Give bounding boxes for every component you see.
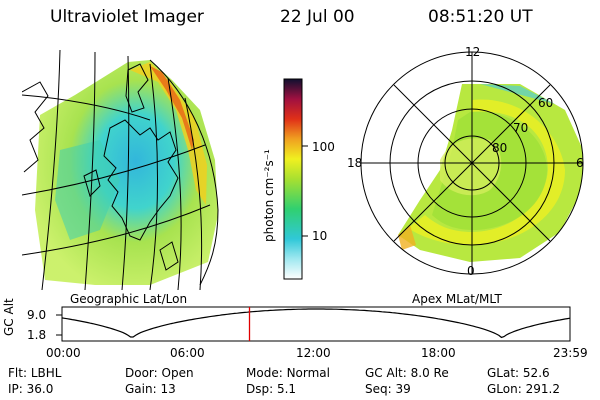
orbit-plot: [56, 306, 571, 342]
colorbar: [283, 78, 303, 280]
time-label: 08:51:20 UT: [428, 7, 533, 27]
footer-field-gc-alt: GC Alt: 8.0 Re: [365, 366, 449, 380]
app-title: Ultraviolet Imager: [50, 7, 204, 27]
mlt-label-12: 12: [465, 45, 481, 59]
orbit-ytick-bottom: 1.8: [27, 328, 47, 342]
footer-field-dsp: Dsp: 5.1: [246, 382, 297, 396]
geographic-map: [22, 49, 219, 290]
colorbar-tick-10: 10: [312, 229, 328, 243]
mlt-label-6: 6: [576, 156, 584, 170]
lat-label-70: 70: [513, 121, 529, 135]
footer-field-glon: GLon: 291.2: [487, 382, 560, 396]
orbit-xtick: 00:00: [46, 346, 81, 360]
orbit-xtick: 18:00: [421, 346, 456, 360]
mlt-label-18: 18: [347, 156, 363, 170]
footer-field-glat: GLat: 52.6: [487, 366, 550, 380]
polar-panel-caption: Apex MLat/MLT: [412, 292, 502, 306]
orbit-ytick-top: 9.0: [27, 308, 47, 322]
left-panel-caption: Geographic Lat/Lon: [70, 292, 188, 306]
orbit-xtick: 12:00: [296, 346, 331, 360]
lat-label-60: 60: [538, 96, 554, 110]
polar-plot: [360, 51, 584, 275]
orbit-ylabel: GC Alt: [2, 298, 16, 336]
footer-field-filter: Flt: LBHL: [8, 366, 62, 380]
footer-field-mode: Mode: Normal: [246, 366, 330, 380]
footer-field-gain: Gain: 13: [125, 382, 176, 396]
footer-field-ip: IP: 36.0: [8, 382, 54, 396]
mlt-label-0: 0: [467, 264, 475, 278]
colorbar-label: photon cm⁻²s⁻¹: [262, 149, 276, 242]
altitude-curve: [61, 308, 571, 339]
lat-label-80: 80: [492, 141, 508, 155]
orbit-xtick: 06:00: [170, 346, 205, 360]
date-label: 22 Jul 00: [280, 7, 355, 27]
footer-field-seq: Seq: 39: [365, 382, 411, 396]
orbit-xtick: 23:59: [553, 346, 588, 360]
colorbar-tick-100: 100: [312, 140, 335, 154]
footer-field-door: Door: Open: [125, 366, 194, 380]
